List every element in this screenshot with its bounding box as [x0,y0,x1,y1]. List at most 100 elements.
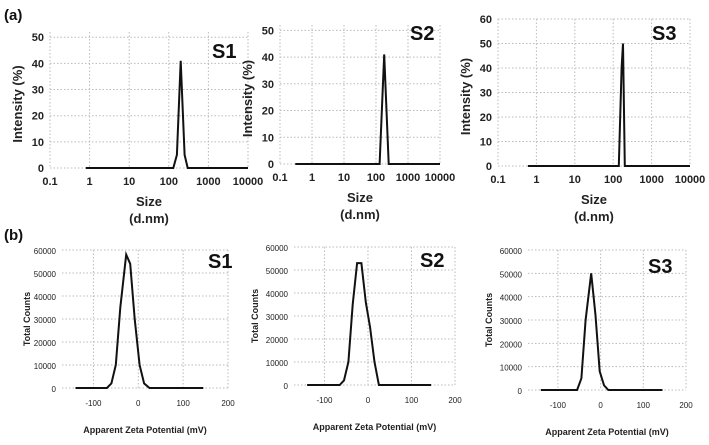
x-tick-label: 10000 [675,174,706,186]
y-axis-label: Intensity (%) [458,58,473,135]
y-axis-label: Intensity (%) [10,65,25,142]
y-tick-label: 40 [480,63,492,75]
x-axis-label: Size [136,194,162,209]
y-tick-label: 50000 [34,270,57,279]
sample-label: S1 [212,41,236,63]
series-line-s2 [295,54,440,165]
x-tick-label: 10 [338,172,350,184]
panel-label: (a) [4,7,22,24]
sample-label: S2 [410,23,434,45]
x-tick-label: 10 [569,174,581,186]
y-tick-label: 40000 [500,294,523,303]
series-line-s3 [527,43,690,167]
y-tick-label: 20 [32,111,44,123]
x-axis-label: Apparent Zeta Potential (mV) [545,427,669,437]
x-tick-label: 100 [405,396,419,405]
x-tick-label: 100 [604,174,622,186]
y-axis-label: Intensity (%) [240,60,255,137]
series-line-s1 [85,60,248,169]
y-tick-label: 50 [262,25,274,37]
y-tick-label: 0 [486,161,492,173]
y-tick-label: 20000 [500,340,523,349]
y-tick-label: 30 [32,85,44,97]
y-tick-label: 20 [262,106,274,118]
panel-label: (b) [4,227,23,244]
x-tick-label: 0.1 [490,174,505,186]
y-tick-label: 30000 [266,313,289,322]
x-tick-label: 10000 [425,172,456,184]
x-tick-label: 200 [221,399,235,408]
y-tick-label: 0 [52,385,57,394]
x-tick-label: -100 [550,401,567,410]
x-tick-label: 10 [123,176,135,188]
y-tick-label: 60000 [266,244,289,253]
sample-label: S3 [648,256,672,278]
y-tick-label: 40 [262,52,274,64]
x-tick-label: 200 [448,396,462,405]
y-tick-label: 40000 [266,290,289,299]
y-tick-label: 50 [32,32,44,44]
x-tick-label: 1 [533,174,539,186]
y-tick-label: 60 [480,14,492,26]
x-tick-label: 0 [366,396,371,405]
x-tick-label: 0 [136,399,141,408]
series-line-s1 [75,250,204,389]
y-tick-label: 10000 [266,359,289,368]
x-tick-label: 200 [679,401,693,410]
y-tick-label: 0 [518,387,523,396]
y-tick-label: 50000 [266,267,289,276]
y-tick-label: 50 [480,39,492,51]
x-tick-label: 0.1 [42,176,57,188]
y-tick-label: 10000 [34,362,57,371]
y-tick-label: 40 [32,58,44,70]
y-tick-label: 0 [268,159,274,171]
x-tick-label: 10000 [233,176,264,188]
y-tick-label: 0 [284,382,289,391]
x-axis-unit: (d.nm) [129,211,169,226]
y-tick-label: 50000 [500,270,523,279]
y-axis-label: Total Counts [22,292,32,346]
x-tick-label: 1000 [639,174,663,186]
x-tick-label: 0 [598,401,603,410]
y-tick-label: 10 [262,132,274,144]
series-line-s2 [307,262,432,386]
x-tick-label: 100 [176,399,190,408]
y-tick-label: 30 [480,88,492,100]
x-axis-unit: (d.nm) [340,207,380,222]
x-tick-label: -100 [316,396,333,405]
sample-label: S1 [208,251,232,273]
y-tick-label: 30000 [500,317,523,326]
x-tick-label: 100 [160,176,178,188]
x-axis-label: Size [581,192,607,207]
y-tick-label: 60000 [500,247,523,256]
y-axis-label: Total Counts [484,293,494,347]
y-tick-label: 20000 [266,336,289,345]
series-line-s3 [540,273,663,391]
x-tick-label: 1000 [196,176,220,188]
x-tick-label: 1000 [396,172,420,184]
x-axis-label: Size [347,190,373,205]
y-axis-label: Total Counts [250,289,260,343]
y-tick-label: 0 [38,163,44,175]
x-axis-unit: (d.nm) [574,209,614,224]
x-axis-label: Apparent Zeta Potential (mV) [83,425,207,435]
x-tick-label: 0.1 [272,172,287,184]
sample-label: S2 [420,250,444,272]
sample-label: S3 [652,23,676,45]
y-tick-label: 60000 [34,247,57,256]
x-axis-label: Apparent Zeta Potential (mV) [313,422,437,432]
x-tick-label: 100 [367,172,385,184]
y-tick-label: 10 [480,137,492,149]
x-tick-label: -100 [85,399,102,408]
x-tick-label: 1 [309,172,315,184]
y-tick-label: 10000 [500,364,523,373]
y-tick-label: 30 [262,79,274,91]
y-tick-label: 20000 [34,339,57,348]
y-tick-label: 20 [480,112,492,124]
y-tick-label: 40000 [34,293,57,302]
x-tick-label: 1 [87,176,93,188]
x-tick-label: 100 [637,401,651,410]
y-tick-label: 10 [32,137,44,149]
y-tick-label: 30000 [34,316,57,325]
